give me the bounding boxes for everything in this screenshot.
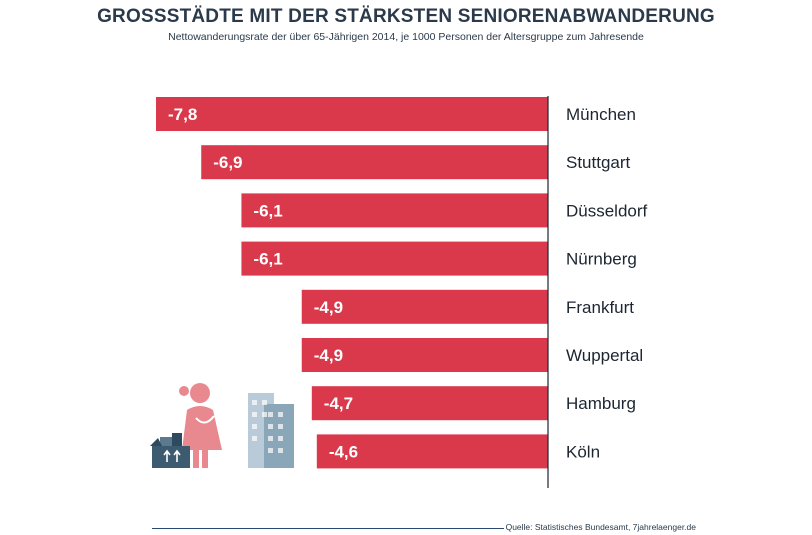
- bar-value-label-7: -4,6: [329, 442, 358, 461]
- category-label-6: Hamburg: [566, 394, 636, 413]
- bar-value-label-5: -4,9: [314, 346, 343, 365]
- chart-title: GROSSSTÄDTE MIT DER STÄRKSTEN SENIORENAB…: [97, 6, 715, 27]
- bar-value-label-1: -6,9: [213, 153, 242, 172]
- bar-6: [311, 386, 548, 421]
- bar-7: [316, 434, 548, 469]
- chart-subtitle: Nettowanderungsrate der über 65-Jährigen…: [168, 31, 644, 43]
- category-label-5: Wuppertal: [566, 346, 643, 365]
- category-label-7: Köln: [566, 442, 600, 461]
- bar-value-label-2: -6,1: [253, 201, 282, 220]
- bar-0: [156, 97, 548, 131]
- category-label-4: Frankfurt: [566, 298, 634, 317]
- senior-woman-icon: [179, 383, 222, 468]
- bar-value-label-4: -4,9: [314, 298, 343, 317]
- bar-1: [201, 145, 548, 180]
- category-label-1: Stuttgart: [566, 153, 631, 172]
- bar-5: [301, 338, 548, 372]
- bars-group: -7,8 München -6,9 Stuttgart -6,1 Düsseldorf -6…: [156, 97, 648, 469]
- buildings-icon: [248, 393, 294, 468]
- bar-value-label-3: -6,1: [253, 250, 282, 269]
- bar-value-label-0: -7,8: [168, 105, 197, 124]
- bar-value-label-6: -4,7: [324, 394, 353, 413]
- source-divider: [152, 528, 504, 529]
- bar-2: [241, 193, 548, 228]
- bar-3: [241, 241, 548, 276]
- category-label-3: Nürnberg: [566, 250, 637, 269]
- category-label-0: München: [566, 105, 636, 124]
- category-label-2: Düsseldorf: [566, 201, 648, 220]
- bar-4: [301, 289, 548, 324]
- source-note: Quelle: Statistisches Bundesamt, 7jahrel…: [505, 522, 696, 532]
- moving-box-icon: [150, 433, 190, 468]
